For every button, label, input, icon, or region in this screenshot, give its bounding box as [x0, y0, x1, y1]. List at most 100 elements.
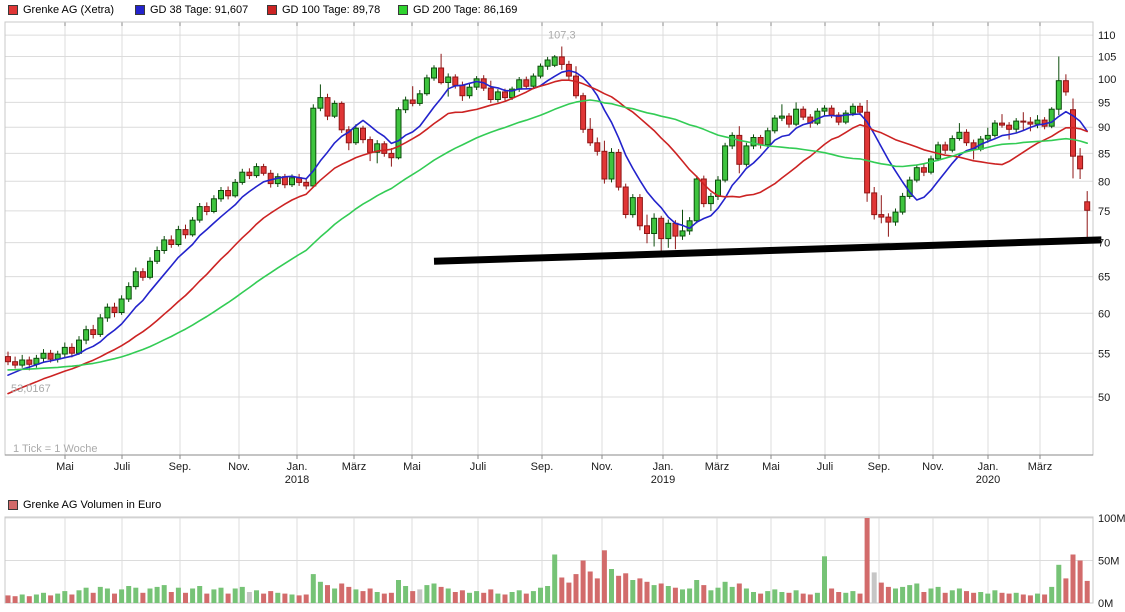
candle — [68, 346, 75, 354]
volume-bar — [90, 592, 96, 603]
candle — [523, 79, 530, 87]
candle — [175, 229, 182, 246]
volume-bar — [736, 583, 742, 603]
x-axis-label: Jan. — [287, 461, 308, 473]
candle — [90, 329, 97, 336]
candle — [651, 217, 658, 235]
candle — [438, 67, 445, 84]
volume-bar — [76, 590, 82, 604]
candle — [750, 137, 757, 147]
y-axis-label: 55 — [1098, 348, 1110, 360]
candle — [629, 197, 636, 216]
volume-bars — [5, 518, 1090, 604]
candle — [1034, 119, 1041, 125]
candle — [1027, 121, 1034, 125]
candle — [147, 260, 153, 278]
volume-bar — [573, 574, 579, 603]
volume-bar — [822, 556, 827, 604]
volume-bar — [175, 587, 181, 603]
volume-bar — [516, 590, 522, 604]
candle — [1077, 155, 1084, 170]
candle — [729, 134, 736, 147]
volume-bar — [672, 587, 678, 603]
volume-bar — [857, 593, 863, 603]
y-axis-label: 70 — [1098, 238, 1110, 250]
volume-bar — [658, 583, 664, 603]
candle — [658, 217, 665, 240]
candle — [97, 317, 104, 335]
y-axis-label: 105 — [1098, 52, 1116, 64]
volume-bar — [772, 589, 778, 603]
volume-bar — [900, 586, 906, 603]
legend-item-gd200: GD 200 Tage: 86,169 — [398, 4, 517, 16]
candle — [1048, 108, 1055, 127]
volume-bar — [246, 592, 252, 603]
volume-bar — [275, 592, 281, 603]
candle — [935, 144, 942, 160]
volume-bar — [403, 586, 409, 603]
candle — [608, 151, 615, 180]
volume-bar — [317, 581, 323, 604]
volume-bar — [630, 580, 636, 603]
y-axis-label: 90 — [1098, 122, 1110, 134]
candle — [104, 306, 111, 319]
candle — [963, 131, 970, 144]
volume-bar — [1056, 564, 1062, 604]
volume-bar — [509, 592, 515, 603]
candle — [352, 127, 359, 144]
volume-bar — [495, 593, 501, 603]
high-value-annotation: 107,3 — [548, 30, 576, 42]
candle — [445, 76, 452, 83]
candle — [47, 352, 54, 360]
candle — [864, 111, 871, 194]
candle — [267, 172, 274, 185]
volume-bar — [793, 590, 799, 604]
volume-bar — [609, 569, 614, 603]
volume-bar — [530, 591, 536, 603]
y-axis-label: 60 — [1098, 308, 1110, 320]
candle — [835, 114, 842, 123]
legend-item-grenke: Grenke AG (Xetra) — [8, 4, 114, 16]
candle — [431, 67, 437, 79]
candle — [991, 122, 998, 136]
volume-bar — [168, 592, 174, 603]
candle — [1070, 109, 1076, 157]
legend-label-gd38: GD 38 Tage: 91,607 — [150, 4, 249, 16]
volume-bar — [779, 592, 785, 603]
volume-bar — [687, 588, 693, 603]
legend-label-gd200: GD 200 Tage: 86,169 — [413, 4, 518, 16]
trendline[interactable] — [433, 236, 1102, 265]
candle — [551, 56, 558, 66]
candle — [665, 222, 672, 240]
axis-labels: 110 105 100 95 90 85 80 75 70 65 60 55 50 Mai Juli Sep.… — [56, 30, 1125, 610]
candle — [246, 171, 253, 177]
volume-bar — [594, 578, 600, 603]
volume-bar — [282, 593, 288, 603]
volume-bar — [722, 581, 728, 604]
volume-bar — [396, 580, 401, 603]
ma-line-8 — [7, 69, 1088, 377]
x-axis-label: Nov. — [228, 461, 250, 473]
volume-bar — [907, 585, 913, 603]
candle — [360, 127, 366, 141]
volume-bar — [502, 594, 508, 603]
volume-bar — [161, 585, 167, 603]
ma-line-20 — [7, 79, 1088, 395]
candle — [580, 95, 587, 130]
volume-bar — [566, 582, 572, 603]
candle — [19, 359, 26, 366]
x-axis-label: Juli — [470, 461, 487, 473]
candle — [189, 219, 196, 236]
candle — [644, 225, 650, 235]
volume-bar — [410, 591, 416, 603]
x-axis-label: Sep. — [868, 461, 891, 473]
candle — [793, 108, 800, 125]
volume-bar — [914, 583, 920, 603]
candle — [154, 250, 161, 262]
candle — [5, 356, 11, 363]
candle — [381, 143, 388, 154]
gd38-swatch-icon — [135, 5, 145, 15]
volume-bar — [964, 591, 969, 603]
candle — [1055, 80, 1062, 110]
candle — [289, 177, 295, 186]
